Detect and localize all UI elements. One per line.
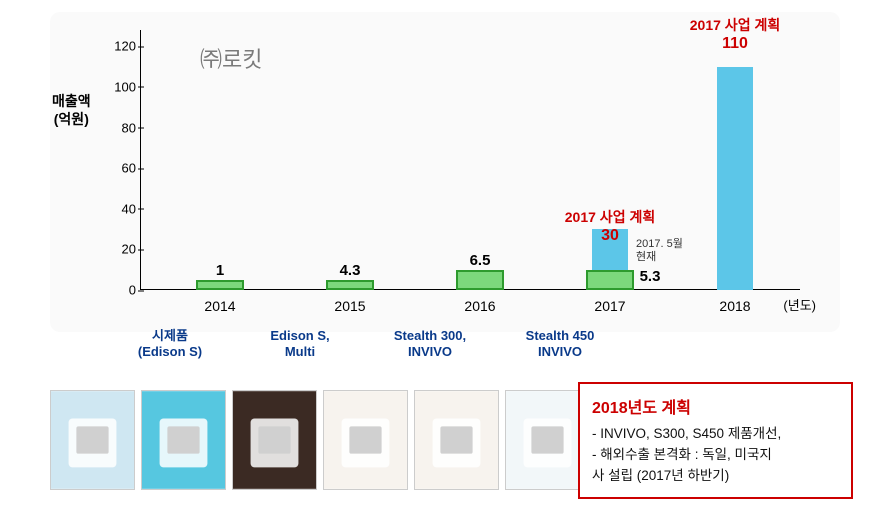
x-tick: 2015 bbox=[334, 298, 365, 314]
bar-value-label: 4.3 bbox=[340, 262, 361, 279]
ylabel-line2: (억원) bbox=[54, 111, 89, 127]
thumb-printer-2 bbox=[141, 390, 226, 490]
thumbnail-image-icon bbox=[415, 391, 498, 489]
thumb-printer-3 bbox=[232, 390, 317, 490]
plan-2018-box: 2018년도 계획 - INVIVO, S300, S450 제품개선, - 해… bbox=[578, 382, 853, 499]
bar-value-label: 5.3 bbox=[640, 268, 661, 285]
as-of-note: 2017. 5월현재 bbox=[636, 238, 683, 264]
thumbnail-image-icon bbox=[506, 391, 589, 489]
actual-bar bbox=[456, 270, 504, 290]
product-label: Stealth 300,INVIVO bbox=[394, 328, 466, 361]
plan-box-line: 사 설립 (2017년 하반기) bbox=[592, 466, 839, 487]
plan-box-line: - INVIVO, S300, S450 제품개선, bbox=[592, 424, 839, 445]
x-tick: 2016 bbox=[464, 298, 495, 314]
thumbnail-image-icon bbox=[142, 391, 225, 489]
y-tick: 60 bbox=[100, 161, 136, 176]
plan-box-title: 2018년도 계획 bbox=[592, 394, 839, 418]
ylabel-line1: 매출액 bbox=[52, 93, 91, 109]
thumbnail-image-icon bbox=[324, 391, 407, 489]
bar-value-label: 1 bbox=[216, 262, 224, 279]
product-thumbnails bbox=[50, 390, 590, 490]
plan-callout-text: 2017 사업 계획 bbox=[565, 209, 655, 225]
y-tick: 80 bbox=[100, 120, 136, 135]
actual-bar bbox=[326, 280, 374, 290]
plan-callout-value: 110 bbox=[722, 35, 748, 52]
thumbnail-image-icon bbox=[233, 391, 316, 489]
chart-panel: 매출액 (억원) ㈜로킷 (년도) 0204060801001202014201… bbox=[50, 12, 840, 332]
thumbnail-image-icon bbox=[51, 391, 134, 489]
y-tick: 40 bbox=[100, 201, 136, 216]
plan-callout-value: 30 bbox=[601, 227, 619, 244]
bar-value-label: 6.5 bbox=[470, 252, 491, 269]
plan-callout: 2017 사업 계획 110 bbox=[690, 16, 780, 55]
x-tick: 2018 bbox=[719, 298, 750, 314]
x-tick: 2017 bbox=[594, 298, 625, 314]
thumb-printer-4 bbox=[323, 390, 408, 490]
x-axis-title: (년도) bbox=[783, 295, 816, 314]
thumb-printer-5 bbox=[414, 390, 499, 490]
plan-box-line: - 해외수출 본격화 : 독일, 미국지 bbox=[592, 445, 839, 466]
y-axis-label: 매출액 (억원) bbox=[52, 92, 91, 128]
x-tick: 2014 bbox=[204, 298, 235, 314]
actual-bar bbox=[586, 270, 634, 290]
y-tick: 20 bbox=[100, 242, 136, 257]
product-label: 시제품(Edison S) bbox=[138, 328, 202, 361]
y-tick: 0 bbox=[100, 283, 136, 298]
plan-callout-text: 2017 사업 계획 bbox=[690, 17, 780, 33]
y-tick: 120 bbox=[100, 39, 136, 54]
chart-plot-area: (년도) 02040608010012020142015201620172018… bbox=[140, 30, 800, 290]
thumb-printer-1 bbox=[50, 390, 135, 490]
y-tick: 100 bbox=[100, 79, 136, 94]
product-label: Edison S,Multi bbox=[270, 328, 329, 361]
product-label: Stealth 450INVIVO bbox=[526, 328, 595, 361]
actual-bar bbox=[196, 280, 244, 290]
plan-bar bbox=[717, 67, 753, 290]
y-axis bbox=[140, 30, 141, 290]
